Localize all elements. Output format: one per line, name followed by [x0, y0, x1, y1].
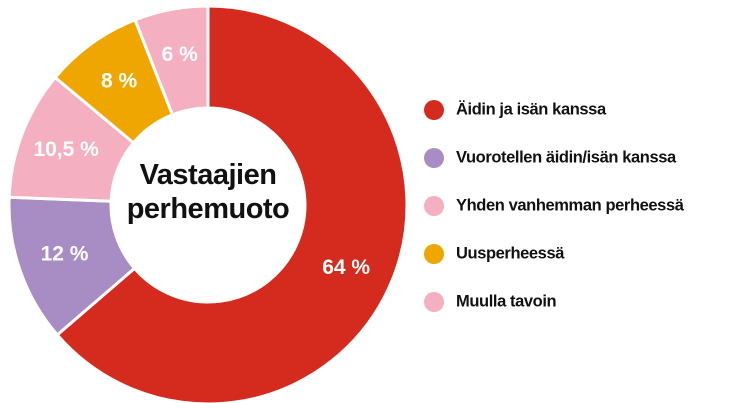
legend-swatch	[424, 292, 444, 312]
slice	[133, 4, 210, 117]
legend-label: Muulla tavoin	[456, 292, 557, 310]
legend-label: Vuorotellen äidin/isän kanssa	[456, 148, 677, 166]
slice-label: 12 %	[41, 243, 89, 266]
slice-label: 10,5 %	[33, 138, 99, 161]
legend-swatch	[424, 244, 444, 264]
legend-swatch	[424, 100, 444, 120]
slice	[55, 4, 409, 403]
slice-label: 64 %	[322, 256, 370, 279]
slice-label: 8 %	[101, 69, 138, 92]
legend-swatch	[424, 196, 444, 216]
legend-swatch	[424, 148, 444, 168]
legend-label: Uusperheessä	[456, 244, 565, 262]
chart-title: Vastaajien perhemuoto	[126, 159, 290, 225]
legend-label: Äidin ja isän kanssa	[456, 100, 607, 118]
slice-label: 6 %	[162, 43, 199, 66]
legend-label: Yhden vanhemman perheessä	[456, 196, 685, 214]
